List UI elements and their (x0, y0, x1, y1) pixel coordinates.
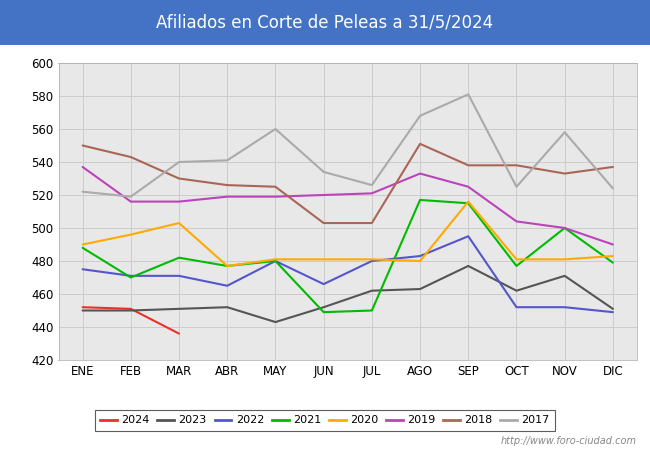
Legend: 2024, 2023, 2022, 2021, 2020, 2019, 2018, 2017: 2024, 2023, 2022, 2021, 2020, 2019, 2018… (95, 410, 555, 431)
Text: http://www.foro-ciudad.com: http://www.foro-ciudad.com (501, 436, 637, 446)
Text: Afiliados en Corte de Peleas a 31/5/2024: Afiliados en Corte de Peleas a 31/5/2024 (157, 14, 493, 32)
